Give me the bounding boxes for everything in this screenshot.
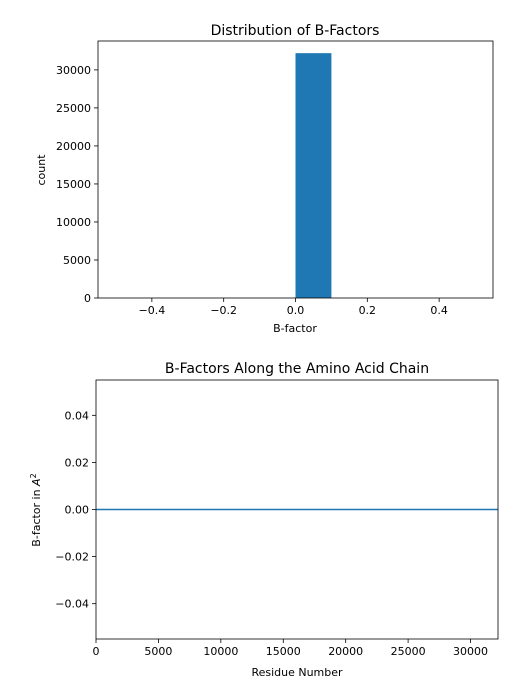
- line-chart: B-Factors Along the Amino Acid Chain 0 50…: [29, 361, 499, 679]
- line-chart-x-axis-label: Residue Number: [251, 666, 343, 679]
- x-tick-label: 0.4: [430, 304, 448, 317]
- line-plot-area: 0 5000 10000 15000 20000 25000 30000 −0.04 −0.02…: [55, 409, 498, 658]
- histogram-plot-area: −0.4 −0.2 0.0 0.2 0.4 0 5000 10000 15000 20000 250…: [56, 53, 448, 317]
- y-axis-label-symbol: A: [30, 478, 43, 487]
- x-tick-label: 10000: [203, 645, 238, 658]
- line-chart-frame: [95, 379, 499, 640]
- x-tick-label: 20000: [328, 645, 363, 658]
- x-tick-label: 0.2: [359, 304, 377, 317]
- x-tick-label: −0.4: [139, 304, 166, 317]
- histogram-frame: [97, 40, 494, 299]
- y-tick-label: −0.02: [55, 551, 89, 564]
- y-tick-label: 0.02: [65, 456, 90, 469]
- histogram-y-axis-label: count: [35, 154, 48, 186]
- y-tick-label: 0.00: [65, 504, 90, 517]
- y-tick-label: 20000: [56, 140, 91, 153]
- x-tick-label: 0.0: [287, 304, 305, 317]
- y-axis-label-exponent: 2: [29, 473, 38, 478]
- y-tick-label: 10000: [56, 216, 91, 229]
- y-tick-label: 15000: [56, 178, 91, 191]
- line-chart-title: B-Factors Along the Amino Acid Chain: [165, 361, 429, 377]
- y-tick-label: 0: [84, 292, 91, 305]
- x-tick-label: 30000: [453, 645, 488, 658]
- histogram-bar: [295, 53, 332, 298]
- x-tick-label: 5000: [144, 645, 172, 658]
- y-tick-label: −0.04: [55, 598, 89, 611]
- y-tick-label: 25000: [56, 102, 91, 115]
- histogram-title: Distribution of B-Factors: [211, 23, 380, 39]
- x-tick-label: −0.2: [210, 304, 237, 317]
- x-tick-label: 15000: [266, 645, 301, 658]
- y-tick-label: 5000: [63, 254, 91, 267]
- y-tick-label: 0.04: [65, 409, 90, 422]
- x-tick-label: 0: [93, 645, 100, 658]
- histogram-x-axis-label: B-factor: [273, 322, 317, 335]
- histogram-chart: Distribution of B-Factors −0.4 −0.2 0.0 0.2…: [35, 23, 494, 335]
- y-tick-label: 30000: [56, 64, 91, 77]
- y-axis-label-prefix: B-factor in: [30, 486, 43, 547]
- x-tick-label: 25000: [391, 645, 426, 658]
- line-chart-y-axis-label: B-factor in A2: [29, 473, 44, 546]
